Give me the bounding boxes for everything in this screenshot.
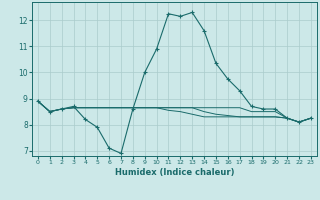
X-axis label: Humidex (Indice chaleur): Humidex (Indice chaleur) <box>115 168 234 177</box>
